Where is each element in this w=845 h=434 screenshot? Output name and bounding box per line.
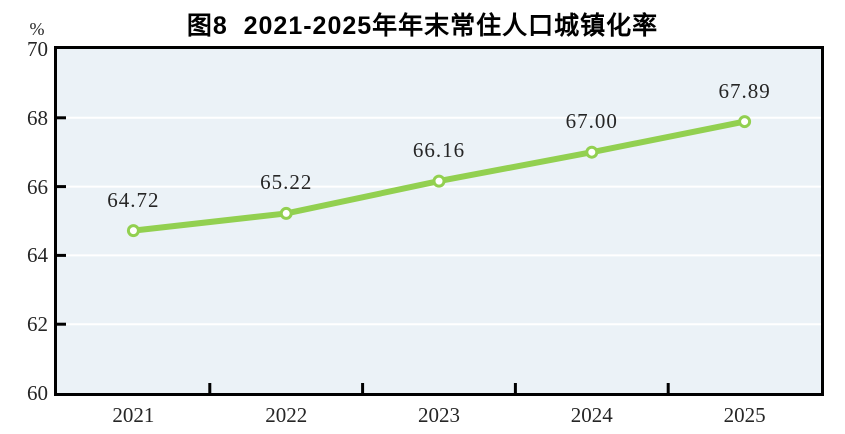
data-point-label: 66.16 <box>412 138 466 163</box>
data-point-marker <box>432 174 446 188</box>
data-point-label: 67.89 <box>718 78 771 103</box>
y-axis-tick-label: 62 <box>27 312 48 337</box>
x-axis-tick-label: 2021 <box>112 403 155 427</box>
y-axis-tick-label: 68 <box>27 105 48 130</box>
x-axis-tick-label: 2024 <box>570 403 613 427</box>
x-axis-tick-label: 2022 <box>265 403 308 427</box>
y-axis-tick-label: 70 <box>27 37 48 61</box>
y-axis-tick-label: 66 <box>27 174 48 199</box>
y-axis-tick-label: 60 <box>27 381 48 405</box>
data-point-marker <box>738 115 752 129</box>
data-point-marker <box>279 206 293 220</box>
data-point-label: 67.00 <box>565 109 618 134</box>
chart-title: 图8 2021-2025年年末常住人口城镇化率 <box>186 12 659 40</box>
data-point-marker <box>585 145 599 159</box>
plot-area <box>54 46 824 396</box>
line-chart-svg <box>57 115 821 393</box>
x-axis-tick-label: 2025 <box>723 403 766 427</box>
y-axis-tick-label: 64 <box>27 243 48 268</box>
data-point-label: 64.72 <box>107 187 160 212</box>
y-axis-unit-label: % <box>29 19 45 39</box>
x-axis-tick-label: 2023 <box>418 403 460 427</box>
data-point-label: 65.22 <box>260 170 313 195</box>
data-point-marker <box>126 224 140 238</box>
